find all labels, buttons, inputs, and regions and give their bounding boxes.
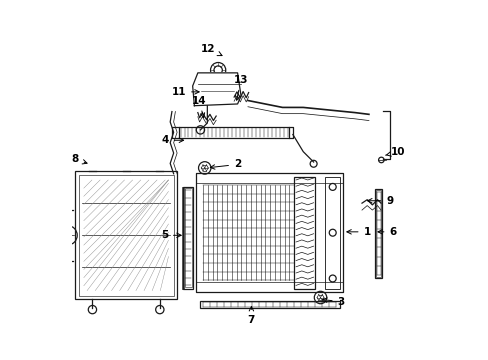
Text: 6: 6 bbox=[377, 227, 396, 237]
Bar bbox=[183, 187, 193, 289]
Bar bbox=[184, 188, 191, 288]
Text: 5: 5 bbox=[161, 230, 181, 240]
Text: 12: 12 bbox=[201, 44, 222, 55]
Bar bbox=[196, 173, 342, 184]
Bar bbox=[75, 171, 177, 299]
Text: 7: 7 bbox=[247, 307, 255, 325]
Polygon shape bbox=[192, 73, 241, 106]
Bar bbox=[375, 190, 380, 277]
Bar bbox=[182, 187, 183, 289]
Text: 11: 11 bbox=[171, 87, 199, 97]
Bar bbox=[196, 282, 342, 292]
Text: 10: 10 bbox=[385, 147, 405, 157]
Text: 3: 3 bbox=[322, 297, 344, 307]
Text: 4: 4 bbox=[161, 135, 183, 145]
Bar bbox=[196, 173, 342, 292]
Bar bbox=[374, 189, 381, 279]
Text: 1: 1 bbox=[346, 227, 370, 237]
Bar bbox=[179, 127, 289, 138]
Bar bbox=[294, 176, 315, 289]
Bar bbox=[325, 176, 339, 289]
Bar bbox=[79, 175, 173, 296]
Text: 14: 14 bbox=[191, 95, 206, 117]
Text: 13: 13 bbox=[233, 75, 248, 100]
Text: 8: 8 bbox=[71, 154, 87, 164]
Text: 9: 9 bbox=[367, 196, 392, 206]
Bar bbox=[199, 301, 339, 308]
Text: 2: 2 bbox=[210, 159, 241, 170]
